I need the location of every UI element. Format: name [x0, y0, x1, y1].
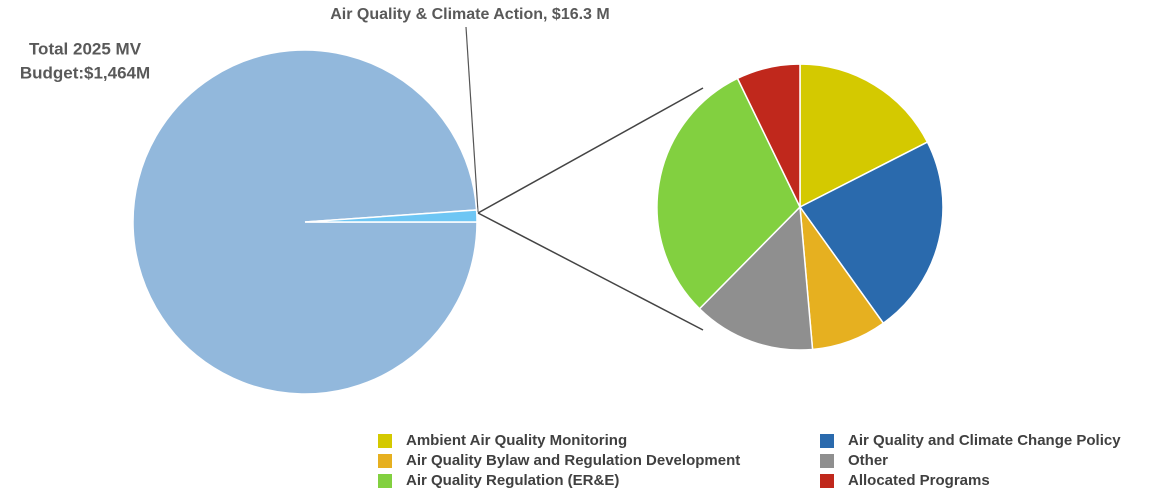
pie-slice	[656, 77, 801, 310]
legend-swatch	[378, 474, 392, 488]
legend-label: Other	[848, 452, 888, 469]
legend-label: Ambient Air Quality Monitoring	[406, 432, 627, 449]
legend-label: Air Quality Bylaw and Regulation Develop…	[406, 452, 740, 469]
legend-label: Air Quality Regulation (ER&E)	[406, 472, 619, 489]
leader-line	[465, 26, 479, 213]
pie-slice	[736, 63, 801, 208]
legend-swatch	[378, 454, 392, 468]
pie-slice	[799, 63, 929, 209]
legend-swatch	[378, 434, 392, 448]
legend-swatch	[820, 454, 834, 468]
total-label: Budget:$1,464M	[20, 63, 150, 82]
connector-line	[477, 212, 704, 331]
legend-swatch	[820, 434, 834, 448]
legend-label: Allocated Programs	[848, 472, 990, 489]
pie-slice	[698, 205, 814, 351]
legend-swatch	[820, 474, 834, 488]
pie-slice	[304, 209, 478, 223]
legend-label: Air Quality and Climate Change Policy	[848, 432, 1121, 449]
connector-line	[477, 87, 704, 214]
slice-label: Air Quality & Climate Action, $16.3 M	[330, 6, 609, 23]
pie-slice	[798, 141, 944, 325]
total-label: Total 2025 MV	[29, 39, 142, 58]
